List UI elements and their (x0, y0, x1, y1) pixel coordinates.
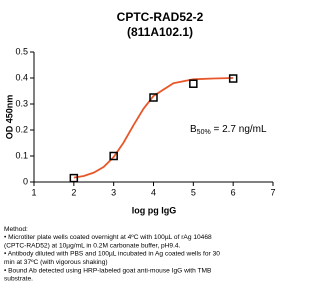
method-line: • Microtiter plate wells coated overnigh… (4, 234, 212, 241)
method-line: (CPTC-RAD52) at 10µg/mL in 0.2M carbonat… (4, 242, 181, 249)
x-tick-label: 3 (111, 187, 116, 197)
data-point (228, 74, 238, 83)
data-point (109, 151, 118, 161)
y-tick-label: 0 (23, 176, 28, 186)
data-point (189, 79, 198, 88)
x-tick-label: 5 (191, 187, 196, 197)
y-tick-label: 0.1 (15, 150, 28, 160)
x-tick-label: 2 (71, 187, 76, 197)
fit-curve (73, 77, 234, 179)
x-tick-label: 6 (231, 187, 236, 197)
y-tick-label: 0.5 (15, 46, 28, 56)
x-axis-label: log pg IgG (132, 205, 177, 215)
chart-subtitle: (811A102.1) (127, 25, 193, 39)
method-line: substrate. (4, 276, 33, 283)
data-point (69, 173, 79, 183)
data-point (149, 93, 158, 102)
annotation-suffix: = 2.7 ng/mL (211, 124, 267, 135)
y-tick-label: 0.2 (15, 124, 28, 134)
x-tick-label: 1 (31, 187, 36, 197)
method-line: Method: (4, 226, 28, 233)
annotation: B50% = 2.7 ng/mL (190, 124, 267, 136)
method-line: • Antibody diluted with PBS and 100µL in… (4, 251, 220, 258)
method-line: • Bound Ab detected using HRP-labeled go… (4, 267, 212, 274)
method-line: min at 37ºC (with vigorous shaking) (4, 259, 108, 266)
annotation-subscript: 50% (197, 129, 211, 136)
y-axis-label: OD 450nm (4, 95, 14, 140)
chart: CPTC-RAD52-2 (811A102.1) log pg IgG OD 4… (4, 10, 276, 283)
chart-title: CPTC-RAD52-2 (117, 10, 204, 24)
annotation-text: B (190, 124, 197, 135)
y-tick-label: 0.3 (15, 98, 28, 108)
y-tick-label: 0.4 (15, 72, 28, 82)
x-tick-label: 7 (270, 187, 275, 197)
x-tick-label: 4 (151, 187, 156, 197)
